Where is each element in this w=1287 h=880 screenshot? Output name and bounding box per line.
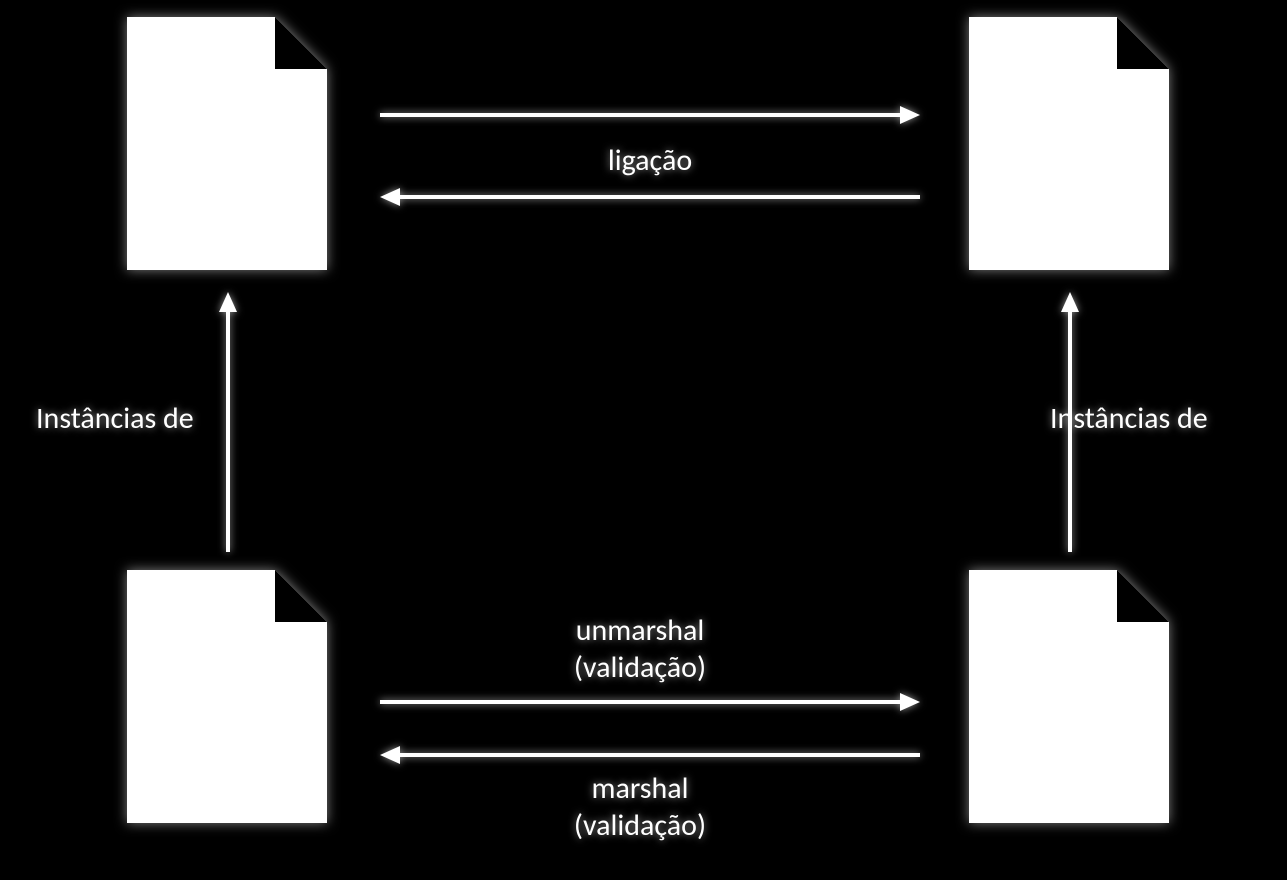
arrow-left-up bbox=[213, 292, 243, 552]
label-validacao1: (validação) bbox=[480, 649, 800, 686]
arrow-bottom-left bbox=[380, 740, 920, 770]
label-instancias-left: Instâncias de bbox=[36, 400, 194, 437]
document-node-bottom-right bbox=[969, 570, 1169, 823]
arrow-top-left bbox=[380, 182, 920, 212]
label-ligacao: ligação bbox=[530, 142, 770, 179]
arrow-bottom-right bbox=[380, 687, 920, 717]
label-marshal: marshal bbox=[480, 770, 800, 807]
document-node-top-left bbox=[127, 17, 327, 270]
label-validacao2: (validação) bbox=[480, 807, 800, 844]
document-node-top-right bbox=[969, 17, 1169, 270]
diagram-container: ligação Instâncias de Instâncias de unma… bbox=[0, 0, 1287, 880]
document-node-bottom-left bbox=[127, 570, 327, 823]
label-unmarshal: unmarshal bbox=[480, 612, 800, 649]
label-instancias-right: Instâncias de bbox=[1050, 400, 1208, 437]
arrow-top-right bbox=[380, 100, 920, 130]
